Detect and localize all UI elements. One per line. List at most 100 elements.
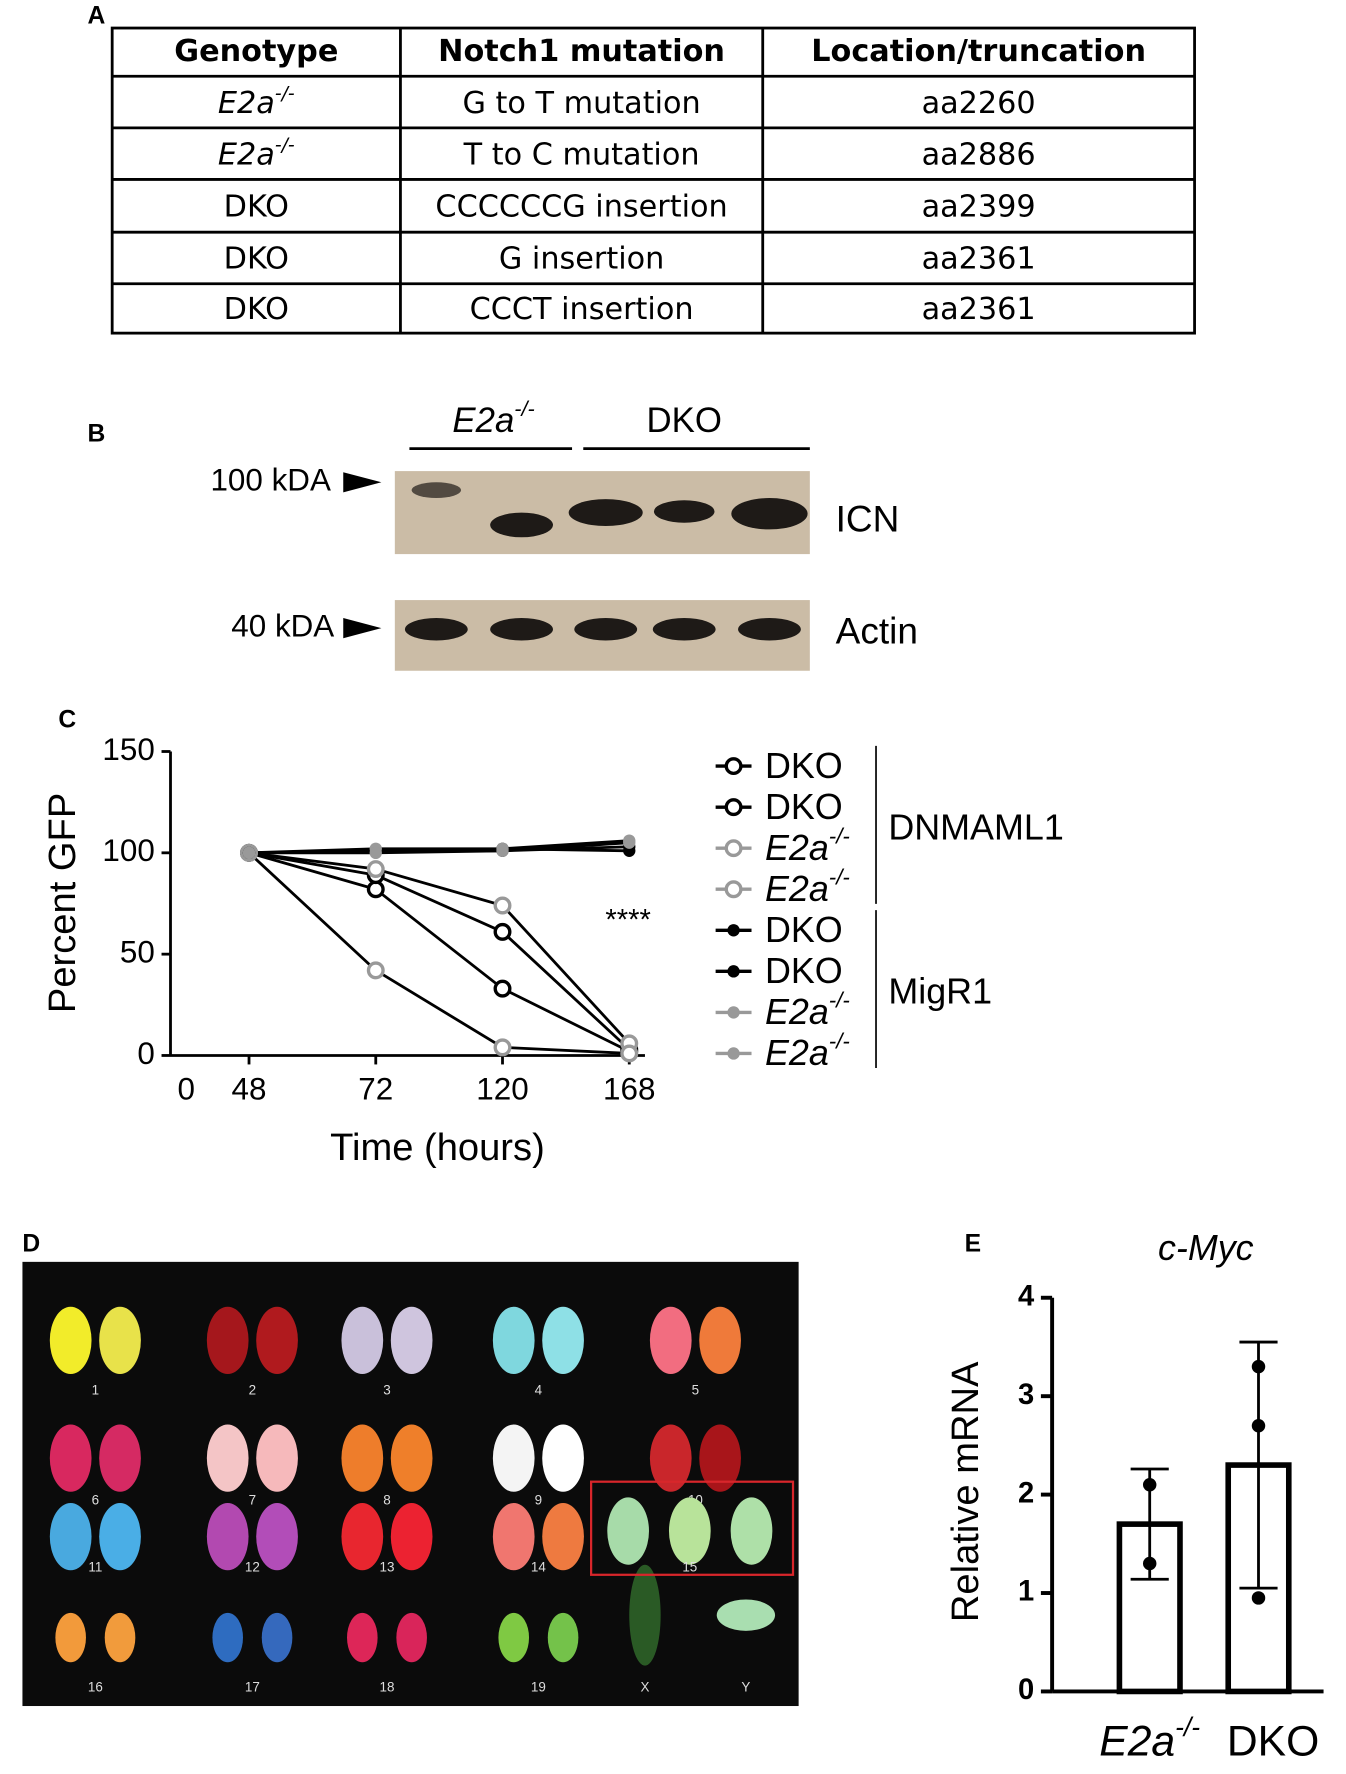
chromosome — [347, 1612, 378, 1663]
blot-band — [652, 618, 716, 641]
series-line — [248, 851, 630, 1053]
chromosome — [607, 1497, 649, 1565]
y-tick-label: 50 — [120, 934, 155, 969]
chromosome — [261, 1612, 293, 1663]
x-tick-label: 72 — [358, 1072, 393, 1107]
legend-group-label: MigR1 — [888, 972, 992, 1012]
point — [242, 846, 256, 859]
chromosome — [390, 1503, 433, 1571]
chromosome-label: 6 — [92, 1492, 99, 1507]
blot-band — [568, 499, 643, 527]
chromosome-label: 12 — [245, 1560, 260, 1575]
band-label: Actin — [836, 610, 918, 652]
legend-label: DKO — [765, 746, 843, 786]
error-bar — [1239, 1340, 1278, 1590]
chromosome — [492, 1503, 535, 1571]
y-tick-label: 150 — [102, 732, 154, 767]
series-line — [248, 839, 630, 855]
point — [493, 1038, 512, 1057]
chromosome — [99, 1503, 141, 1571]
x-origin-label: 0 — [177, 1072, 194, 1107]
panel-label: D — [22, 1231, 40, 1258]
x-tick-label: 168 — [603, 1072, 655, 1107]
point — [366, 961, 385, 980]
chromosome — [649, 1306, 692, 1375]
table-cell: E2a-/- — [218, 83, 295, 120]
y-tick-label: 4 — [1018, 1280, 1035, 1312]
blot-group: E2a-/- — [452, 396, 534, 440]
legend-label: E2a-/- — [765, 865, 850, 909]
legend-marker — [724, 839, 743, 858]
table-cell: DKO — [224, 292, 289, 327]
table-cell: CCCCCCG insertion — [435, 190, 727, 225]
chromosome — [99, 1424, 141, 1492]
blot-band — [490, 512, 553, 538]
table-cell: E2a-/- — [218, 135, 295, 173]
annotation: **** — [605, 905, 650, 937]
series-line — [248, 851, 630, 1055]
data-point — [1251, 1418, 1266, 1433]
y-axis-label: Percent GFP — [41, 793, 84, 1013]
table-cell: DKO — [224, 242, 289, 277]
blot-band — [404, 618, 468, 641]
table-cell: aa2361 — [922, 242, 1036, 277]
legend-marker — [727, 924, 740, 937]
chromosome-label: 11 — [88, 1560, 102, 1575]
chromosome — [629, 1564, 661, 1666]
chromosome — [341, 1306, 384, 1375]
x-tick-label: 120 — [476, 1072, 528, 1107]
data-point — [1251, 1359, 1266, 1374]
chromosome — [542, 1424, 584, 1492]
y-tick-label: 3 — [1018, 1379, 1034, 1411]
x-tick-label: DKO — [1227, 1717, 1319, 1765]
chromosome — [492, 1424, 535, 1492]
blot-band — [574, 618, 638, 641]
point — [366, 880, 385, 899]
table-cell: G to T mutation — [462, 86, 700, 121]
legend-marker — [724, 757, 743, 776]
chromosome — [206, 1306, 249, 1375]
chromosome — [390, 1306, 433, 1375]
chromosome — [730, 1497, 773, 1565]
chromosome — [49, 1503, 92, 1571]
chromosome-label: 13 — [380, 1560, 395, 1575]
chromosome-label: 18 — [380, 1680, 395, 1695]
table-cell: CCCT insertion — [470, 292, 694, 327]
point — [620, 1044, 639, 1063]
chromosome — [256, 1306, 298, 1375]
data-point — [1142, 1556, 1157, 1571]
y-axis-label: Relative mRNA — [944, 1361, 987, 1622]
chromosome — [99, 1306, 141, 1375]
chromosome — [649, 1424, 692, 1492]
marker-arrow — [343, 472, 382, 493]
legend-label: DKO — [765, 787, 843, 827]
x-tick-label: E2a-/- — [1099, 1712, 1200, 1765]
legend-label: E2a-/- — [765, 824, 850, 868]
highlight-box — [589, 1480, 795, 1576]
chromosome — [716, 1599, 776, 1631]
table-header: Genotype — [174, 34, 338, 69]
x-tick-label: 48 — [232, 1072, 267, 1107]
chromosome — [542, 1306, 584, 1375]
panel-label: E — [965, 1231, 981, 1258]
series-line — [248, 851, 631, 1045]
chromosome — [206, 1424, 249, 1492]
chromosome — [49, 1424, 92, 1492]
blot-band — [653, 500, 715, 523]
chromosome-label: Y — [741, 1680, 750, 1695]
chromosome-label: 3 — [383, 1382, 390, 1397]
x-axis-label: Time (hours) — [330, 1126, 545, 1169]
chromosome — [104, 1612, 136, 1663]
table-cell: aa2399 — [922, 190, 1036, 225]
table-cell: T to C mutation — [463, 137, 700, 172]
chromosome — [498, 1612, 530, 1663]
band-label: ICN — [836, 497, 900, 539]
chromosome — [390, 1424, 433, 1492]
chromosome-label: 14 — [531, 1560, 546, 1575]
table-header: Location/truncation — [811, 34, 1146, 69]
chromosome — [341, 1503, 384, 1571]
marker-label: 100 kDA — [210, 463, 330, 498]
y-tick-label: 0 — [137, 1036, 154, 1071]
chromosome — [492, 1306, 535, 1375]
